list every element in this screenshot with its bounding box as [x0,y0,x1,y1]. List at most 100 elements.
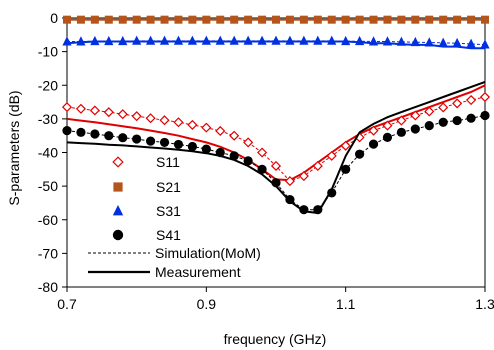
series-s41-point [132,134,142,144]
series-s21-point [160,15,169,24]
series-s41-point [341,164,351,174]
series-s21-point [202,15,211,24]
series-s21-point [383,15,392,24]
series-s41-point [159,137,170,148]
series-s11-point [61,102,73,113]
series-s21-point [327,15,336,24]
series-s41-point [90,129,100,139]
series-s31-point [285,35,295,45]
series-s11-point [368,125,379,136]
legend: S11 S21 S31 S41 Simulation(MoM) Measurement [88,154,261,280]
series-s31-point [410,36,420,47]
series-s41-point [396,127,406,137]
series-s11-point [103,107,114,118]
series-s41-point [466,113,476,123]
series-s31-point [76,36,86,46]
series-s11-point [201,122,212,133]
series-s31-point [159,35,170,45]
series-s31-point [104,35,114,46]
series-s21-point [313,15,322,24]
series-s31-point [355,35,365,46]
series-s11-point [270,160,282,171]
series-s21 [63,15,489,24]
series-s11-point [243,137,254,148]
series-s31-point [313,35,323,45]
y-tick-label: -30 [38,111,58,127]
plot-frame [66,17,486,288]
series-s11-point [173,117,184,128]
y-tick-label: -80 [38,279,58,295]
series-s31-point [368,36,379,46]
series-s11-point [424,106,435,117]
series-s11-point [187,119,198,130]
series-s11-point [438,102,449,113]
series-s21-point [104,15,113,24]
series-s41-point [452,115,462,126]
series-s31-point [187,35,197,45]
series-s21-point [299,15,308,24]
series-s21-point [132,15,141,24]
series-s41-point [146,136,156,146]
series-s41-point [327,188,337,198]
series-s11-point [229,130,240,141]
series-s41-point [118,133,128,143]
series-s41-point [285,194,295,205]
series-s21-point [63,15,71,24]
series-s21-point [258,15,267,24]
series-s41-point [438,117,448,127]
series-s31-point [299,35,309,45]
series-s31-point [466,38,476,48]
y-tick-label: -40 [38,145,58,161]
series-s21-point [425,15,434,24]
series-s21-point [355,15,364,24]
series-s31-point [327,35,337,45]
x-axis-title: frequency (GHz) [224,331,327,347]
series-s11-point [117,109,128,120]
series-s21-point [146,15,155,24]
legend-label-s31: S31 [156,203,181,219]
series-s41-point [173,139,184,150]
series-s21-point [439,15,448,24]
series-s21-point [397,15,406,24]
series-s21-point [272,15,280,24]
series-s31-point [396,36,406,46]
series-s21-point [369,15,378,24]
y-tick-label: 0 [50,10,58,26]
y-tick-label: -70 [38,245,58,261]
series-s21-point [188,15,197,24]
series-s31 [62,35,490,50]
series-s31-point [438,37,448,47]
series-s41-point [243,156,253,166]
series-s21-point [230,15,239,24]
series-s21-point [90,15,99,24]
series-s41-point [215,147,225,158]
series-s21-point [118,15,127,24]
x-tick-label: 0.9 [197,296,217,312]
legend-marker-s11 [112,156,124,168]
series-s11-point [466,94,477,106]
series-s11-point [257,147,268,158]
series-s11-point [131,111,142,122]
series-s41-measurement-line [66,80,486,215]
series-s21-point [453,15,462,24]
series-s11 [61,84,491,187]
series-s31-point [424,37,434,47]
y-tick-label: -10 [38,44,58,60]
series-s21-point [216,15,225,24]
x-tick-label: 1.3 [475,296,494,312]
series-s31-point [243,35,253,45]
series-s41-point [355,149,365,159]
series-s31-point [215,35,225,45]
series-s31-point [201,35,211,45]
y-tick-label: -60 [38,212,58,228]
series-s41-point [257,164,267,174]
series-s11-point [284,176,295,187]
series-s31-point [480,39,490,49]
series-s41-point [313,205,323,215]
series-s41-point [104,131,114,141]
series-s31-point [229,35,239,45]
series-s31-point [90,35,100,46]
series-s41-point [424,121,434,131]
series-s31-point [452,37,462,48]
